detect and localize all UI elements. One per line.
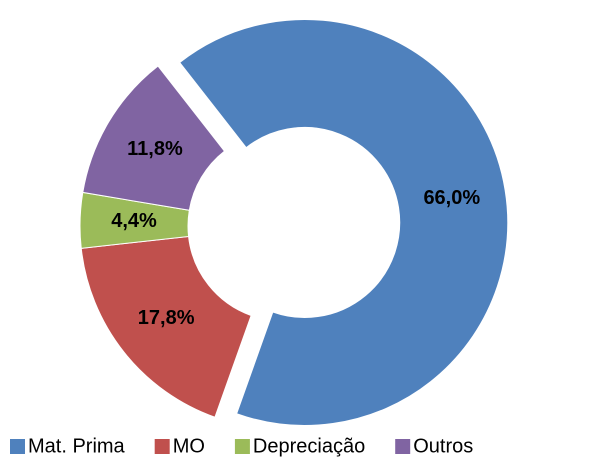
legend-swatch: [10, 439, 25, 454]
donut-slice: [179, 19, 509, 426]
data-label: 11,8%: [127, 138, 183, 160]
legend-label: MO: [173, 435, 205, 457]
donut-slice: [80, 235, 252, 418]
legend-swatch: [395, 439, 411, 454]
legend-label: Mat. Prima: [28, 435, 126, 457]
legend-swatch: [154, 439, 170, 454]
data-label: 66,0%: [423, 187, 480, 209]
data-label: 4,4%: [111, 210, 157, 232]
donut-slice: [82, 65, 226, 211]
legend-swatch: [234, 439, 250, 454]
legend-label: Outros: [413, 435, 473, 457]
legend-label: Depreciação: [253, 435, 365, 457]
data-label: 17,8%: [138, 307, 195, 329]
